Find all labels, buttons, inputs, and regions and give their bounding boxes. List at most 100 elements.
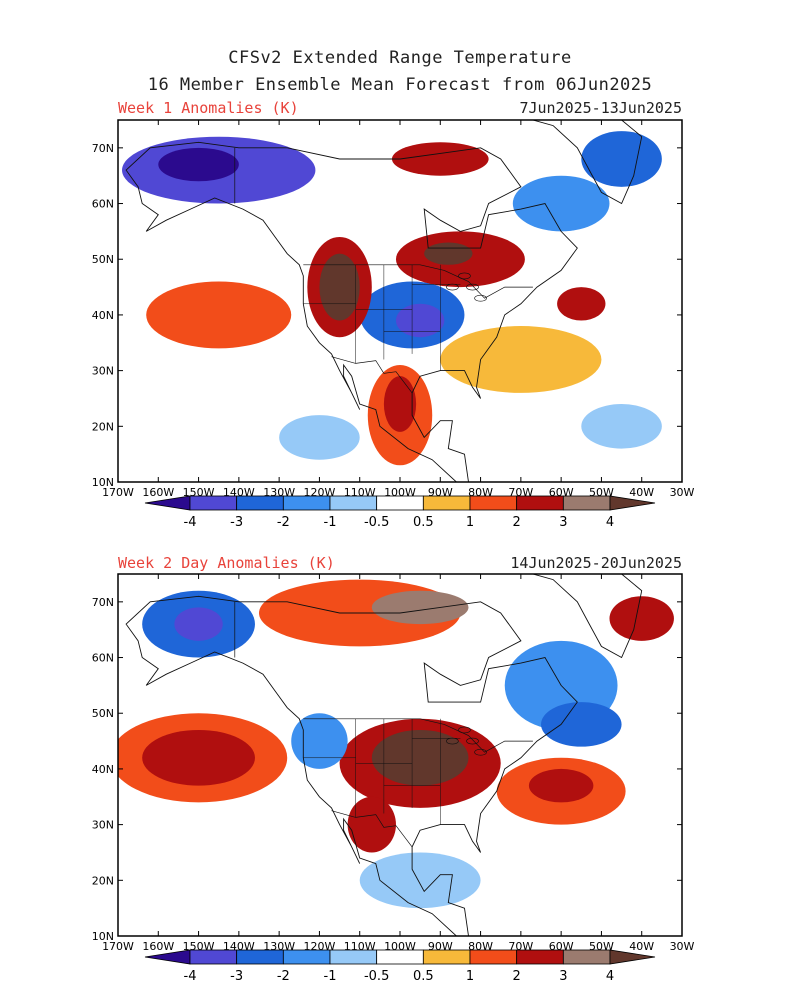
coastline-greenland (531, 120, 643, 205)
lon-label: 30W (670, 486, 695, 499)
colorbar-label: 2 (513, 969, 521, 984)
colorbar-swatch (376, 495, 424, 511)
colorbar-label: -2 (277, 969, 290, 984)
week1-label: Week 1 Anomalies (K) (118, 99, 299, 117)
colorbar-swatch (422, 495, 471, 511)
colorbar-label: -3 (230, 515, 243, 530)
lat-label: 40N (92, 309, 114, 322)
coastline (125, 595, 578, 936)
colorbar-swatch (376, 949, 424, 965)
lat-label: 10N (92, 476, 114, 489)
great-lake (474, 294, 487, 302)
great-lake (446, 283, 459, 291)
great-lake (466, 283, 479, 291)
lat-label: 30N (92, 819, 114, 832)
lon-label: 160W (142, 486, 174, 499)
coastline (125, 141, 578, 482)
great-lake (466, 737, 479, 745)
colorbar-swatch (422, 949, 471, 965)
panel-1-field (118, 120, 682, 482)
anomaly-region (371, 729, 469, 786)
lat-label: 40N (92, 763, 114, 776)
panel-2-field (118, 574, 682, 936)
anomaly-region (383, 376, 417, 432)
lat-label: 10N (92, 930, 114, 943)
lat-label: 50N (92, 707, 114, 720)
lat-label: 30N (92, 365, 114, 378)
anomaly-region (146, 281, 292, 349)
colorbar-swatch (236, 949, 284, 965)
colorbar-label: -4 (184, 969, 197, 984)
lon-label: 40W (629, 940, 654, 953)
colorbar-label: -1 (324, 969, 337, 984)
colorbar-swatch (516, 949, 564, 965)
lon-label: 30W (670, 940, 695, 953)
anomaly-region (371, 590, 469, 625)
week2-dates: 14Jun2025-20Jun2025 (510, 554, 682, 572)
colorbar-swatch (469, 949, 518, 965)
anomaly-region (581, 131, 662, 187)
anomaly-region (541, 702, 622, 747)
anomaly-region (440, 326, 602, 393)
colorbar-label: -3 (230, 969, 243, 984)
title-line-2: 16 Member Ensemble Mean Forecast from 06… (147, 75, 653, 95)
lon-label: 160W (142, 940, 174, 953)
colorbar-label: -1 (324, 515, 337, 530)
colorbar-label: 3 (559, 969, 567, 984)
great-lake (474, 748, 487, 756)
lat-label: 70N (92, 142, 114, 155)
colorbar-label: 0.5 (413, 969, 434, 984)
anomaly-region (291, 713, 348, 769)
lat-label: 50N (92, 253, 114, 266)
colorbar-swatch (236, 495, 284, 511)
colorbar-swatch (282, 495, 331, 511)
great-lake (458, 272, 471, 280)
anomaly-region (158, 147, 239, 182)
lat-label: 60N (92, 652, 114, 665)
colorbar-label: -2 (277, 515, 290, 530)
colorbar-max-arrow (609, 949, 656, 965)
anomaly-region (359, 852, 481, 909)
lon-label: 170W (102, 486, 134, 499)
colorbar-label: -4 (184, 515, 197, 530)
lon-label: 40W (629, 486, 654, 499)
colorbar-swatch (329, 495, 378, 511)
lon-label: 170W (102, 940, 134, 953)
colorbar-swatch (189, 495, 238, 511)
colorbar-swatch (282, 949, 331, 965)
anomaly-region (319, 253, 360, 321)
colorbar-swatch (562, 495, 611, 511)
title-line-1: CFSv2 Extended Range Temperature (228, 48, 572, 68)
anomaly-region (395, 303, 445, 338)
anomaly-region (528, 768, 594, 803)
colorbar-swatch (562, 949, 611, 965)
colorbar-label: 3 (559, 515, 567, 530)
border-us-mexico (331, 810, 413, 848)
anomaly-region (512, 175, 610, 232)
colorbar-swatch (189, 949, 238, 965)
anomaly-region (142, 729, 255, 786)
border-us-mexico (331, 356, 413, 394)
lat-label: 20N (92, 874, 114, 887)
border-us-canada (303, 264, 533, 299)
colorbar-label: 0.5 (413, 515, 434, 530)
anomaly-region (424, 242, 473, 265)
anomaly-region (391, 142, 489, 176)
colorbar-swatch (516, 495, 564, 511)
colorbar-label: 4 (606, 515, 614, 530)
colorbar-label: 1 (466, 969, 474, 984)
lat-label: 60N (92, 198, 114, 211)
great-lake (446, 737, 459, 745)
colorbar-label: -0.5 (364, 515, 389, 530)
colorbar-label: 1 (466, 515, 474, 530)
anomaly-region (174, 607, 223, 641)
great-lake (458, 726, 471, 734)
anomaly-region (347, 796, 396, 853)
week1-dates: 7Jun2025-13Jun2025 (519, 99, 682, 117)
anomaly-region (557, 287, 606, 321)
colorbar-swatch (329, 949, 378, 965)
lat-label: 70N (92, 596, 114, 609)
coastline-greenland (531, 574, 643, 659)
border-us-canada (303, 718, 533, 753)
